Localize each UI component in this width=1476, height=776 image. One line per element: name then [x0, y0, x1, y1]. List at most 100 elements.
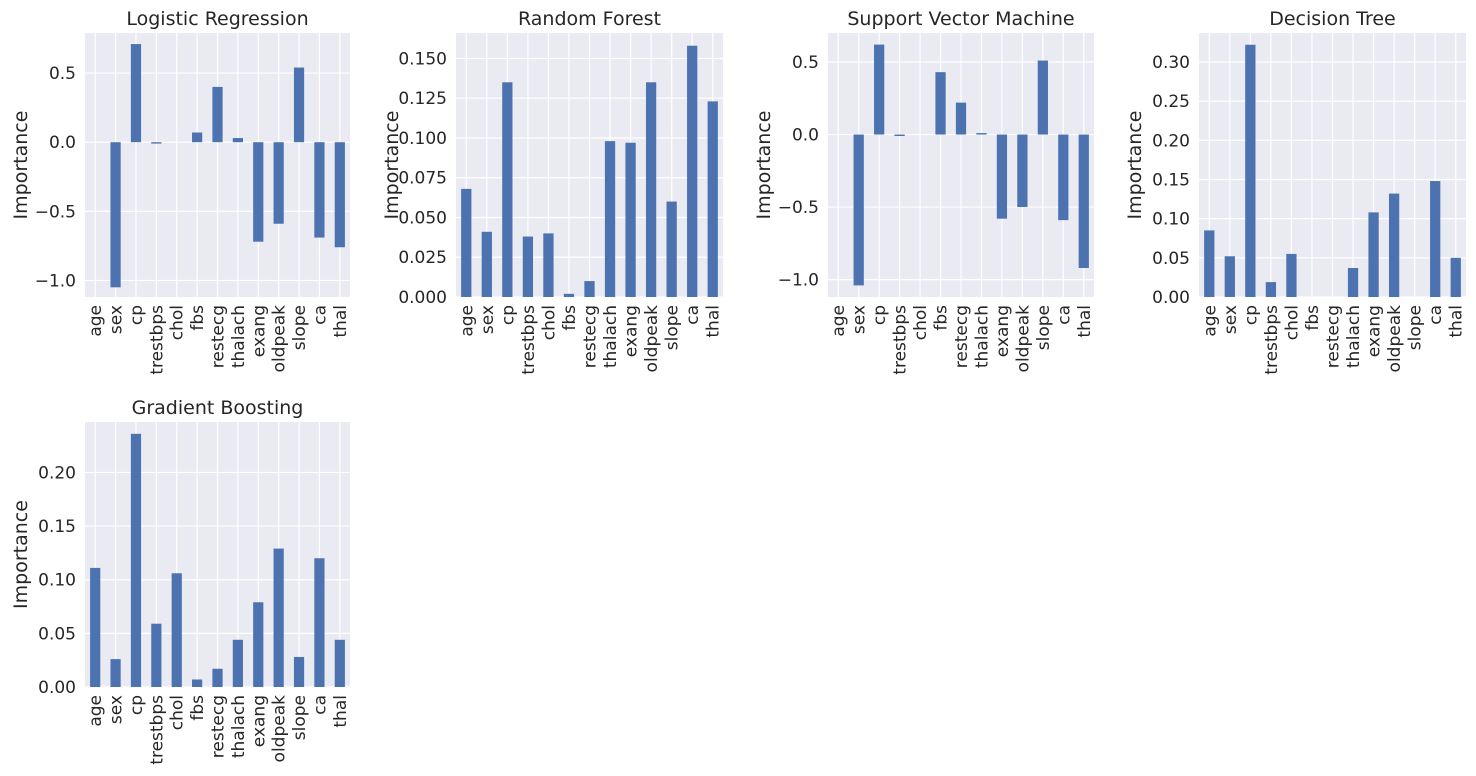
y-tick-label: −0.5	[35, 202, 76, 222]
y-tick-label: 0.0	[49, 133, 76, 153]
bar-oldpeak	[273, 548, 284, 687]
bar-exang	[253, 142, 264, 242]
x-tick-label: oldpeak	[270, 305, 290, 373]
x-tick-label: oldpeak	[1385, 305, 1405, 373]
y-tick-label: 0.10	[38, 571, 76, 591]
bar-trestbps	[522, 236, 534, 297]
bar-fbs	[935, 72, 946, 135]
x-tick-label: thalach	[1344, 305, 1364, 368]
x-tick-label: cp	[498, 305, 518, 325]
x-tick-label: trestbps	[147, 305, 167, 375]
x-tick-label: fbs	[560, 305, 580, 331]
decision-tree-subplot: 0.00 0.05 0.10 0.15 0.20 0.25 0.30 age sex cp tres…	[1124, 8, 1467, 375]
bar-cp	[502, 82, 513, 297]
x-tick-label: cp	[127, 695, 147, 715]
bar-cp	[130, 433, 142, 687]
bar-chol	[1286, 253, 1297, 297]
x-tick-label: ca	[1054, 305, 1074, 325]
y-tick-label: 0.075	[398, 169, 447, 189]
y-tick-label: 0.15	[38, 517, 76, 537]
x-tick-label: ca	[683, 305, 703, 325]
bar-chol	[171, 573, 182, 687]
bar-oldpeak	[273, 142, 284, 224]
x-tick-label: trestbps	[519, 305, 539, 375]
subplot-title: Random Forest	[518, 8, 661, 30]
x-tick-label: restecg	[952, 305, 972, 368]
x-tick-label: thalach	[229, 695, 249, 758]
bar-oldpeak	[645, 82, 657, 297]
y-tick-label: 0.00	[1152, 288, 1190, 308]
bar-sex	[853, 134, 864, 286]
bar-ca	[1430, 181, 1441, 297]
y-tick-label: 0.10	[1152, 210, 1190, 230]
random-forest-subplot: 0.000 0.025 0.050 0.075 0.100 0.125 0.150 age se…	[381, 8, 724, 375]
x-tick-label: slope	[663, 305, 683, 350]
bar-thal	[707, 101, 718, 297]
x-tick-label: age	[86, 305, 106, 337]
bar-slope	[293, 656, 305, 687]
x-tick-label: thal	[331, 695, 351, 728]
bar-slope	[1037, 60, 1048, 135]
bar-thalach	[232, 639, 243, 687]
y-tick-label: 0.100	[398, 129, 447, 149]
y-axis-label: Importance	[381, 111, 403, 220]
y-tick-label: 0.5	[49, 64, 76, 84]
x-tick-label: exang	[249, 695, 269, 747]
bar-trestbps	[1265, 282, 1277, 297]
bar-thalach	[976, 133, 987, 135]
y-tick-label: 0.150	[398, 49, 447, 69]
y-tick-label: 0.05	[1152, 249, 1190, 269]
x-tick-label: restecg	[209, 695, 229, 758]
y-tick-label: 0.125	[398, 89, 447, 109]
subplot-title: Decision Tree	[1269, 8, 1396, 30]
x-tick-label: trestbps	[891, 305, 911, 375]
bar-thalach	[604, 141, 616, 297]
y-tick-label: 0.050	[398, 208, 447, 228]
y-tick-label: 0.5	[792, 53, 819, 73]
bar-ca	[687, 45, 698, 297]
x-tick-label: chol	[168, 695, 188, 730]
x-tick-label: exang	[993, 305, 1013, 357]
bar-trestbps	[894, 134, 905, 136]
x-tick-label: sex	[850, 305, 870, 334]
y-tick-label: 0.000	[398, 288, 447, 308]
x-tick-label: trestbps	[1262, 305, 1282, 375]
x-tick-label: restecg	[581, 305, 601, 368]
x-tick-label: oldpeak	[270, 695, 290, 763]
x-tick-label: cp	[870, 305, 890, 325]
x-tick-label: sex	[1221, 305, 1241, 334]
x-tick-label: fbs	[188, 695, 208, 721]
y-axis-label: Importance	[10, 111, 32, 220]
y-tick-label: 0.00	[38, 678, 76, 698]
x-tick-label: fbs	[188, 305, 208, 331]
bar-sex	[110, 659, 121, 687]
bar-slope	[666, 201, 677, 297]
support-vector-machine-subplot: −1.0 −0.5 0.0 0.5 age sex cp trestbps chol fbs res…	[753, 8, 1095, 375]
bar-thal	[334, 639, 345, 687]
bar-fbs	[563, 293, 575, 297]
y-tick-label: 0.15	[1152, 170, 1190, 190]
y-axis-label: Importance	[753, 111, 775, 220]
x-tick-label: chol	[1282, 305, 1302, 340]
bar-thalach	[1347, 268, 1359, 297]
bar-exang	[253, 602, 264, 687]
subplot-title: Gradient Boosting	[132, 397, 304, 419]
x-tick-label: thal	[1447, 305, 1467, 338]
bar-age	[461, 188, 472, 297]
x-tick-label: chol	[539, 305, 559, 340]
x-tick-label: thalach	[229, 305, 249, 368]
x-tick-label: fbs	[932, 305, 952, 331]
bar-fbs	[192, 679, 203, 687]
x-tick-label: slope	[1406, 305, 1426, 350]
x-tick-label: slope	[290, 305, 310, 350]
bar-trestbps	[151, 623, 162, 687]
x-tick-label: ca	[310, 305, 330, 325]
y-axis-label: Importance	[1124, 111, 1146, 220]
x-tick-label: slope	[290, 695, 310, 740]
x-tick-label: thal	[331, 305, 351, 338]
bar-exang	[996, 134, 1008, 219]
bar-thal	[334, 142, 345, 248]
y-tick-label: 0.0	[792, 126, 819, 146]
bar-slope	[293, 67, 305, 143]
